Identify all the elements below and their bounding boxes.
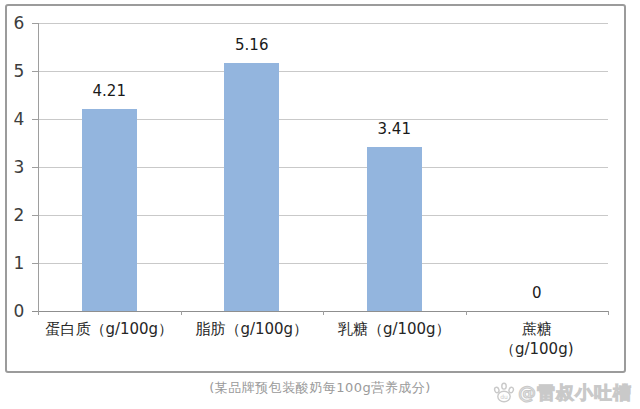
bar xyxy=(82,109,137,311)
watermark-text: @雷叔小吐槽 xyxy=(518,381,632,405)
chart-canvas: 0 1 2 3 4 5 6 4.21 蛋白质（g/100g） 5.16 脂肪（g/100g） 3.4… xyxy=(0,0,640,409)
x-axis-tick xyxy=(323,311,324,315)
y-axis-tick xyxy=(32,263,38,264)
bar xyxy=(367,147,422,311)
svg-text:du: du xyxy=(500,393,508,400)
bar-value-label: 3.41 xyxy=(323,120,466,138)
x-axis-tick xyxy=(181,311,182,315)
bar-value-label: 4.21 xyxy=(38,82,181,100)
plot-area: 0123456 4.21蛋白质（g/100g）5.16脂肪（g/100g）3.4… xyxy=(38,23,608,311)
y-tick-label: 1 xyxy=(8,253,30,273)
y-tick-label: 5 xyxy=(8,61,30,81)
x-category-label: 脂肪（g/100g） xyxy=(181,320,324,340)
x-axis-tick xyxy=(608,311,609,315)
y-tick-label: 3 xyxy=(8,157,30,177)
x-axis-tick xyxy=(466,311,467,315)
y-tick-label: 6 xyxy=(8,13,30,33)
y-tick-label: 0 xyxy=(8,301,30,321)
y-tick-label: 2 xyxy=(8,205,30,225)
x-axis-tick xyxy=(38,311,39,315)
bar-value-label: 0 xyxy=(466,284,609,302)
x-category-label: 乳糖（g/100g） xyxy=(323,320,466,340)
x-category-label: 蔗糖 （g/100g) xyxy=(466,320,609,359)
baidu-paw-icon: du xyxy=(492,381,516,405)
gridline xyxy=(38,23,608,24)
y-axis-tick xyxy=(32,71,38,72)
bar xyxy=(224,63,279,311)
y-axis-tick xyxy=(32,23,38,24)
bar-value-label: 5.16 xyxy=(181,36,324,54)
x-category-label: 蛋白质（g/100g） xyxy=(38,320,181,340)
chart-frame: 0 1 2 3 4 5 6 4.21 蛋白质（g/100g） 5.16 脂肪（g/100g） 3.4… xyxy=(5,4,626,373)
x-axis-line xyxy=(32,311,608,312)
y-tick-label: 4 xyxy=(8,109,30,129)
gridline xyxy=(38,71,608,72)
y-axis-tick xyxy=(32,167,38,168)
y-axis-tick xyxy=(32,119,38,120)
y-axis-line xyxy=(38,23,39,315)
watermark: du @雷叔小吐槽 xyxy=(492,381,632,405)
y-axis-tick xyxy=(32,215,38,216)
